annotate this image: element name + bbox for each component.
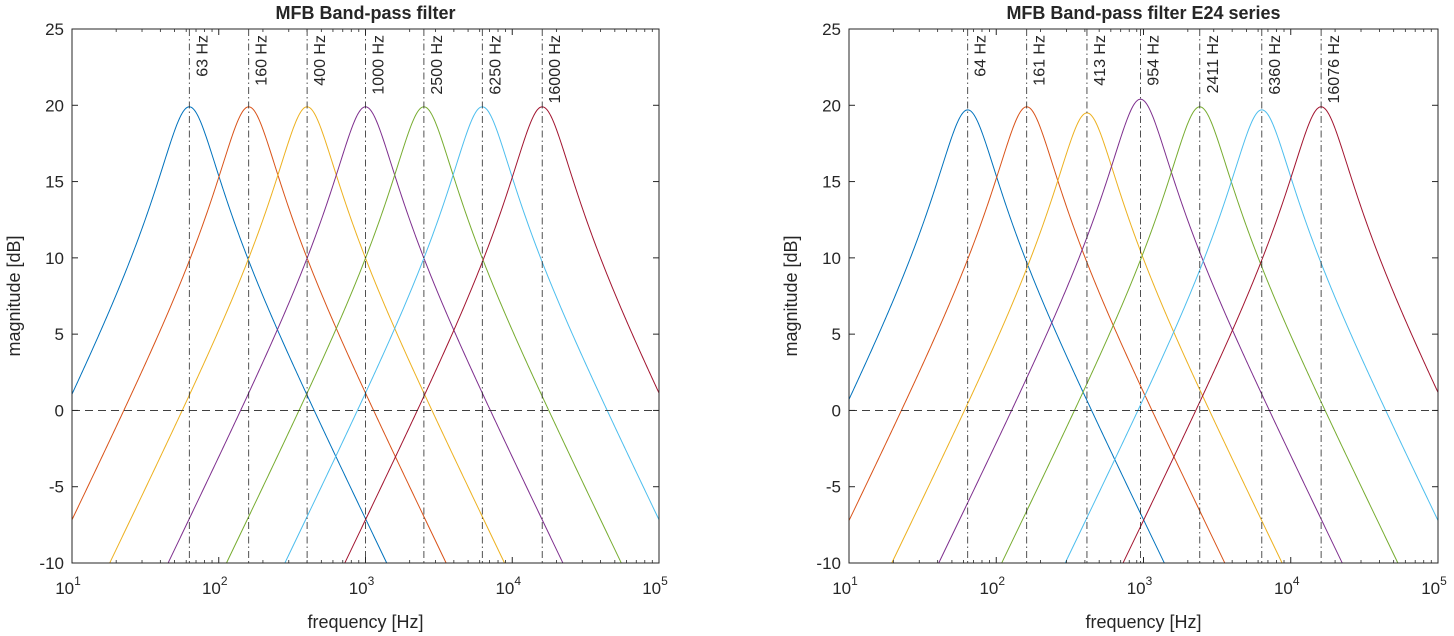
y-tick-label: 15	[822, 173, 841, 192]
x-tick-exponent: 3	[368, 574, 375, 588]
y-axis-label: magnitude [dB]	[781, 235, 801, 356]
frequency-label-160: 160 Hz	[254, 35, 271, 86]
x-tick-base: 10	[349, 579, 368, 598]
frequency-label-413: 413 Hz	[1092, 35, 1109, 86]
y-tick-label: -5	[826, 478, 841, 497]
x-tick-exponent: 5	[1440, 574, 1447, 588]
series-line-413	[891, 112, 1283, 563]
x-tick-base: 10	[1127, 579, 1146, 598]
y-tick-label: 10	[822, 249, 841, 268]
x-tick-label: 101	[55, 574, 81, 598]
x-tick-label: 105	[1421, 574, 1447, 598]
x-tick-base: 10	[979, 579, 998, 598]
x-tick-exponent: 3	[1146, 574, 1153, 588]
x-tick-exponent: 2	[221, 574, 228, 588]
x-tick-label: 102	[979, 574, 1005, 598]
frequency-label-400: 400 Hz	[312, 35, 329, 86]
y-tick-label: 0	[832, 401, 841, 420]
x-tick-label: 102	[202, 574, 228, 598]
series-line-6360	[1064, 109, 1438, 563]
y-tick-label: 5	[832, 325, 841, 344]
frequency-label-6250: 6250 Hz	[487, 35, 504, 95]
x-tick-label: 103	[1127, 574, 1153, 598]
x-tick-base: 10	[1274, 579, 1293, 598]
x-tick-base: 10	[1421, 579, 1440, 598]
series-line-2411	[1001, 106, 1399, 563]
y-tick-label: -10	[816, 554, 841, 573]
chart-title: MFB Band-pass filter	[275, 3, 455, 23]
y-tick-label: 10	[45, 249, 64, 268]
x-tick-exponent: 4	[1293, 574, 1300, 588]
x-tick-base: 10	[642, 579, 661, 598]
y-tick-label: 25	[45, 20, 64, 39]
y-tick-label: 5	[55, 325, 64, 344]
x-axis-label: frequency [Hz]	[307, 612, 423, 632]
frequency-label-16000: 16000 Hz	[547, 35, 564, 104]
x-axis-label: frequency [Hz]	[1085, 612, 1201, 632]
y-tick-label: 20	[822, 96, 841, 115]
x-tick-base: 10	[832, 579, 851, 598]
x-tick-base: 10	[202, 579, 221, 598]
series-line-161	[849, 106, 1226, 563]
x-tick-exponent: 1	[74, 574, 81, 588]
x-tick-label: 105	[642, 574, 668, 598]
x-tick-exponent: 1	[851, 574, 858, 588]
x-tick-exponent: 5	[661, 574, 668, 588]
series-line-16076	[1122, 106, 1438, 563]
y-tick-label: 20	[45, 96, 64, 115]
frequency-label-2500: 2500 Hz	[429, 35, 446, 95]
frequency-label-954: 954 Hz	[1145, 35, 1162, 86]
frequency-label-161: 161 Hz	[1032, 35, 1049, 86]
frequency-label-2411: 2411 Hz	[1205, 35, 1222, 93]
frequency-label-16076: 16076 Hz	[1326, 35, 1343, 104]
x-tick-base: 10	[495, 579, 514, 598]
x-tick-base: 10	[55, 579, 74, 598]
y-tick-label: 25	[822, 20, 841, 39]
frequency-label-63: 63 Hz	[194, 35, 211, 77]
frequency-label-6360: 6360 Hz	[1267, 35, 1284, 95]
y-tick-label: -10	[39, 554, 64, 573]
y-axis-label: magnitude [dB]	[4, 235, 24, 356]
x-tick-label: 103	[349, 574, 375, 598]
x-tick-exponent: 4	[514, 574, 521, 588]
x-tick-exponent: 2	[998, 574, 1005, 588]
x-tick-label: 104	[495, 574, 521, 598]
series-line-16000	[344, 106, 659, 563]
chart-panel-1: 63 Hz 160 Hz 400 Hz 1000 Hz 2500 Hz 6250 Hz 16…	[4, 3, 668, 632]
frequency-label-64: 64 Hz	[973, 35, 990, 77]
plot-area	[849, 29, 1438, 563]
chart-panel-2: 64 Hz 161 Hz 413 Hz 954 Hz 2411 Hz 6360 Hz 160…	[781, 3, 1447, 632]
frequency-label-1000: 1000 Hz	[371, 35, 388, 95]
chart-title: MFB Band-pass filter E24 series	[1006, 3, 1280, 23]
series-line-2500	[225, 106, 622, 563]
x-tick-label: 101	[832, 574, 858, 598]
y-tick-label: -5	[49, 478, 64, 497]
series-group	[849, 98, 1438, 563]
series-line-954	[938, 98, 1343, 563]
x-tick-label: 104	[1274, 574, 1300, 598]
y-tick-label: 15	[45, 173, 64, 192]
y-tick-label: 0	[55, 401, 64, 420]
